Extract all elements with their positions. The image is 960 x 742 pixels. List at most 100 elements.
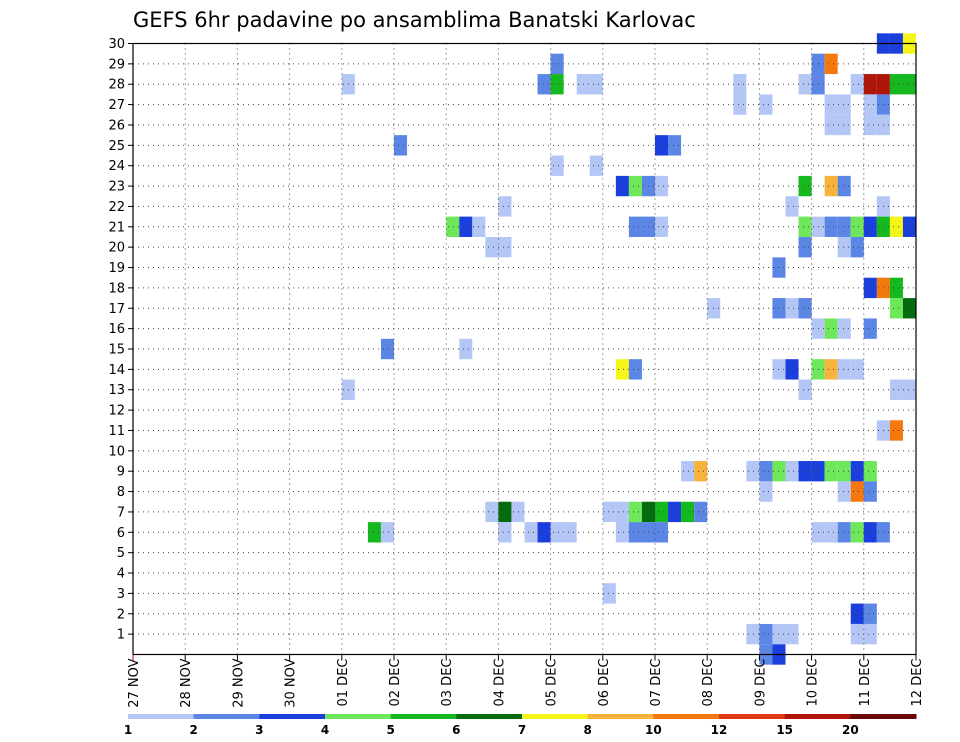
y-tick-label: 28 (108, 78, 125, 93)
data-cell (902, 74, 916, 95)
colorbar-swatch (653, 714, 720, 719)
data-cell (655, 216, 669, 237)
data-cell (902, 216, 916, 237)
data-cell (824, 94, 838, 115)
data-cell (459, 338, 473, 360)
y-tick-label: 10 (108, 444, 125, 459)
data-cell (798, 216, 812, 237)
data-cell (837, 94, 851, 115)
data-cell (498, 522, 512, 543)
data-cells (341, 33, 916, 665)
data-cell (850, 623, 864, 645)
y-tick-label: 5 (117, 546, 125, 561)
data-cell (850, 461, 864, 482)
x-axis: 27 NOV 28 NOV 29 NOV 30 NOV 01 DEC 02 DEC 03 D… (127, 654, 925, 708)
data-cell (850, 236, 864, 258)
y-tick-label: 22 (108, 200, 125, 215)
data-cell (694, 461, 708, 482)
data-cell (589, 155, 603, 176)
y-tick-label: 8 (117, 485, 125, 500)
data-cell (889, 277, 903, 299)
y-tick-label: 1 (117, 628, 125, 643)
data-cell (863, 318, 877, 339)
data-cell (889, 379, 903, 400)
data-cell (655, 522, 669, 543)
data-cell (863, 74, 877, 95)
data-cell (889, 298, 903, 319)
data-cell (668, 135, 682, 156)
y-tick-label: 21 (108, 220, 125, 235)
colorbar: 1 2 3 4 5 6 7 8 10 12 15 20 (124, 714, 917, 737)
colorbar-label: 20 (842, 723, 859, 737)
data-cell (863, 481, 877, 502)
data-cell (589, 74, 603, 95)
data-cell (759, 94, 773, 115)
data-cell (628, 522, 642, 543)
colorbar-swatch (522, 714, 589, 719)
data-cell (837, 481, 851, 502)
data-cell (681, 461, 695, 482)
x-tick-label: 11 DEC (858, 659, 873, 707)
x-tick-label: 06 DEC (597, 659, 612, 707)
data-cell (733, 74, 747, 95)
data-cell (485, 501, 499, 523)
data-cell (446, 216, 460, 237)
y-tick-label: 17 (108, 302, 125, 317)
x-tick-label: 08 DEC (701, 659, 716, 707)
data-cell (602, 583, 616, 604)
y-tick-label: 20 (108, 241, 125, 256)
data-cell (850, 603, 864, 624)
data-cell (837, 359, 851, 380)
data-cell (550, 74, 564, 95)
y-tick-label: 15 (108, 343, 125, 358)
data-cell (550, 155, 564, 176)
y-tick-label: 14 (108, 363, 125, 378)
data-cell (863, 94, 877, 115)
colorbar-label: 10 (645, 723, 662, 737)
data-cell (824, 461, 838, 482)
data-cell (837, 175, 851, 197)
x-tick-label: 28 NOV (179, 658, 194, 707)
y-axis: 1234567891011121314151617181920212223242… (108, 37, 133, 643)
x-tick-label: 12 DEC (910, 659, 925, 707)
data-cell (863, 216, 877, 237)
data-cell (863, 522, 877, 543)
data-cell (837, 114, 851, 136)
x-tick-label: 29 NOV (231, 658, 246, 707)
colorbar-swatch (325, 714, 392, 719)
data-cell (863, 461, 877, 482)
colorbar-label: 7 (518, 723, 526, 737)
data-cell (759, 623, 773, 645)
data-cell (785, 623, 799, 645)
y-tick-label: 3 (117, 587, 125, 602)
data-cell (537, 522, 551, 543)
y-tick-label: 6 (117, 526, 125, 541)
data-cell (824, 216, 838, 237)
data-cell (785, 298, 799, 319)
colorbar-label: 15 (776, 723, 793, 737)
y-tick-label: 4 (117, 567, 125, 582)
y-tick-label: 13 (108, 383, 125, 398)
colorbar-label: 5 (386, 723, 394, 737)
data-cell (628, 501, 642, 523)
colorbar-swatch (850, 714, 917, 719)
data-cell (837, 318, 851, 339)
data-cell (746, 623, 760, 645)
data-cell (785, 359, 799, 380)
data-cell (615, 359, 629, 380)
data-cell (498, 501, 512, 523)
y-tick-label: 26 (108, 118, 125, 133)
data-cell (798, 298, 812, 319)
data-cell (694, 501, 708, 523)
y-tick-label: 29 (108, 57, 125, 72)
data-cell (850, 74, 864, 95)
x-tick-label: 30 NOV (284, 658, 299, 707)
data-cell (655, 175, 669, 197)
chart-title: GEFS 6hr padavine po ansamblima Banatski… (133, 8, 696, 32)
colorbar-label: 8 (583, 723, 591, 737)
data-cell (615, 522, 629, 543)
x-tick-label: 10 DEC (806, 659, 821, 707)
colorbar-label: 4 (321, 723, 329, 737)
colorbar-swatch (719, 714, 786, 719)
data-cell (628, 216, 642, 237)
